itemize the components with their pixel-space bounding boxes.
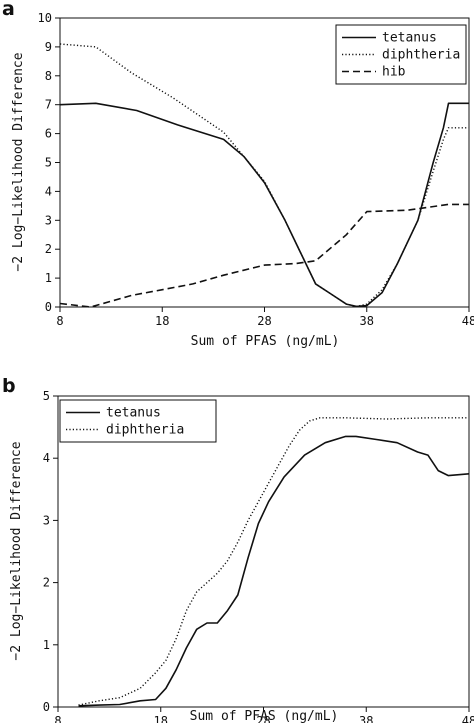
y-tick-label: 2 [43,576,50,590]
panel-a: a Sum of PFAS (ng/mL) −2 Log−Likelihood … [2,0,474,349]
x-tick-label: 8 [56,314,63,328]
y-tick-label: 9 [45,40,52,54]
series-line-diphtheria [59,43,469,308]
legend-label-tetanus: tetanus [106,406,161,421]
x-tick-label: 48 [462,714,474,723]
panel-a-x-axis-title: Sum of PFAS (ng/mL) [191,334,340,349]
panel-b-label: b [2,375,16,397]
legend-box [335,24,467,85]
legend-label-diphtheria: diphtheria [106,423,184,438]
series-line-tetanus [78,435,470,707]
panel-b-x-axis-title: Sum of PFAS (ng/mL) [190,709,339,723]
legend-label-hib: hib [382,65,406,80]
x-tick-label: 28 [257,314,271,328]
panel-a-label: a [2,0,15,20]
y-tick-label: 1 [45,271,52,285]
x-tick-label: 38 [359,714,373,723]
y-tick-label: 4 [43,451,50,465]
series-line-diphtheria [78,417,469,706]
x-tick-label: 18 [154,714,168,723]
x-tick-label: 18 [155,314,169,328]
y-tick-label: 5 [43,389,50,403]
x-tick-label: 48 [462,314,474,328]
y-tick-label: 0 [43,700,50,714]
y-tick-label: 4 [45,184,52,198]
y-tick-label: 3 [45,213,52,227]
y-tick-label: 3 [43,513,50,527]
y-tick-label: 5 [45,156,52,170]
series-line-hib [59,203,469,308]
y-tick-label: 6 [45,127,52,141]
panel-b: b Sum of PFAS (ng/mL) −2 Log−Likelihood … [2,375,474,723]
y-tick-label: 1 [43,638,50,652]
panel-a-y-axis-title: −2 Log−Likelihood Difference [11,52,26,271]
plot-frame [57,395,470,708]
legend-label-diphtheria: diphtheria [382,48,460,63]
legend-box [59,399,217,443]
legend-label-tetanus: tetanus [382,31,437,46]
y-tick-label: 8 [45,69,52,83]
y-tick-label: 10 [38,11,52,25]
x-tick-label: 8 [54,714,61,723]
y-tick-label: 2 [45,242,52,256]
x-tick-label: 38 [360,314,374,328]
series-line-tetanus [59,102,469,308]
y-tick-label: 0 [45,300,52,314]
y-tick-label: 7 [45,98,52,112]
x-tick-label: 28 [256,714,270,723]
panel-b-y-axis-title: −2 Log−Likelihood Difference [9,441,24,660]
